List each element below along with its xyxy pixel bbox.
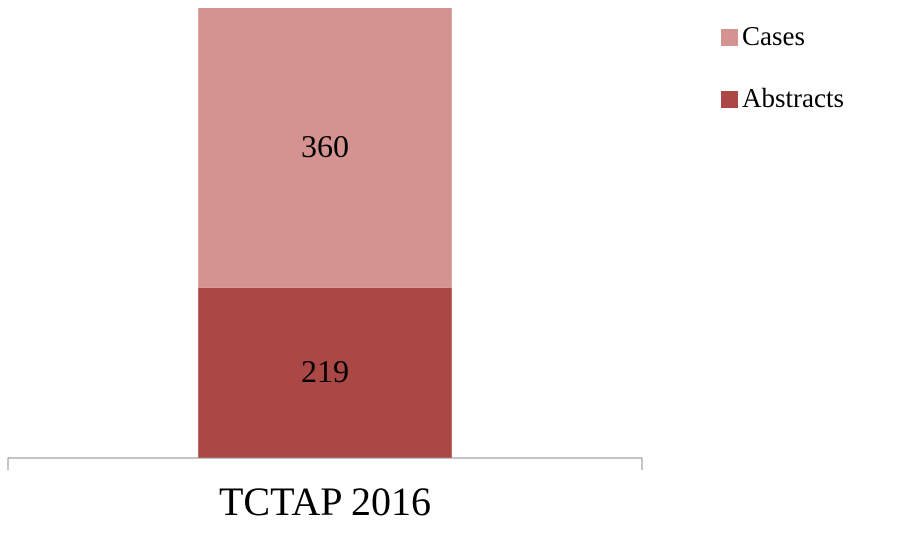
x-tick-label: TCTAP 2016 <box>219 479 431 524</box>
data-label: 360 <box>301 128 349 164</box>
legend-label: Abstracts <box>742 83 844 113</box>
data-label: 219 <box>301 353 349 389</box>
legend-label: Cases <box>742 21 805 51</box>
bar-segment <box>198 8 452 288</box>
legend-swatch <box>721 91 738 108</box>
legend-swatch <box>721 29 738 46</box>
bar-segment <box>198 287 452 458</box>
